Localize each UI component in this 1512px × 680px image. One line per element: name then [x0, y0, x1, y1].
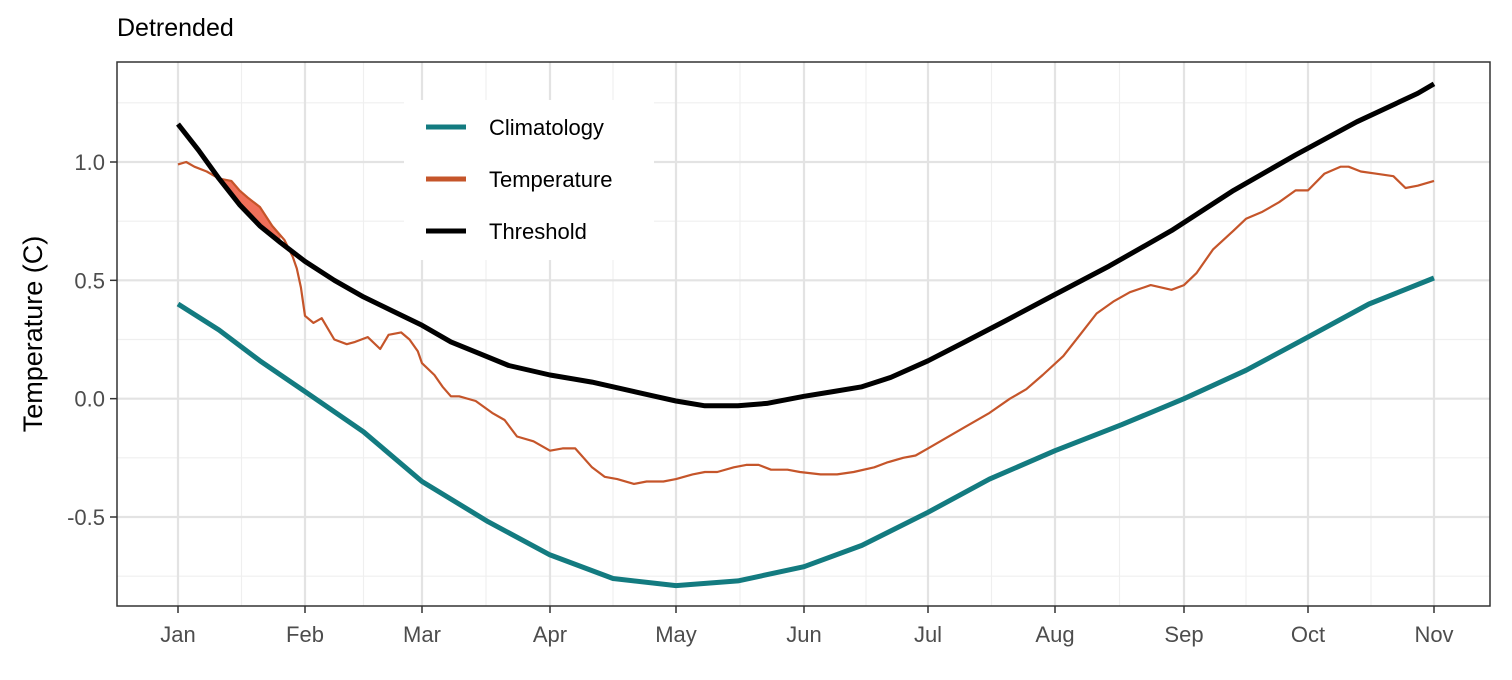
y-tick-label: 0.5 — [74, 268, 105, 293]
legend-label-climatology: Climatology — [489, 115, 604, 140]
x-tick-label: Mar — [403, 622, 441, 647]
x-tick-label: May — [655, 622, 697, 647]
y-tick-label: 1.0 — [74, 150, 105, 175]
y-tick-label: -0.5 — [67, 505, 105, 530]
y-tick-label: 0.0 — [74, 387, 105, 412]
legend: Climatology Temperature Threshold — [404, 100, 654, 260]
series-line-threshold — [176, 81, 1436, 409]
x-tick-label: Apr — [533, 622, 567, 647]
x-tick-label: Oct — [1291, 622, 1325, 647]
x-tick-label: Feb — [286, 622, 324, 647]
y-axis-ticks: 1.0 0.5 0.0 -0.5 — [67, 150, 117, 530]
x-axis-ticks: Jan Feb Mar Apr May Jun Jul Aug Sep Oct Nov — [160, 606, 1454, 647]
chart-title: Detrended — [117, 14, 234, 42]
x-tick-label: Nov — [1414, 622, 1453, 647]
x-tick-label: Aug — [1035, 622, 1074, 647]
grid-lines — [117, 62, 1490, 606]
series-line-temperature — [177, 160, 1435, 485]
legend-label-temperature: Temperature — [489, 167, 613, 192]
y-axis-title: Temperature (C) — [18, 236, 48, 433]
x-tick-label: Jun — [786, 622, 821, 647]
series-lines — [176, 81, 1436, 589]
series-line-climatology — [176, 275, 1435, 589]
x-tick-label: Sep — [1164, 622, 1203, 647]
x-tick-label: Jul — [914, 622, 942, 647]
x-tick-label: Jan — [160, 622, 195, 647]
legend-label-threshold: Threshold — [489, 219, 587, 244]
